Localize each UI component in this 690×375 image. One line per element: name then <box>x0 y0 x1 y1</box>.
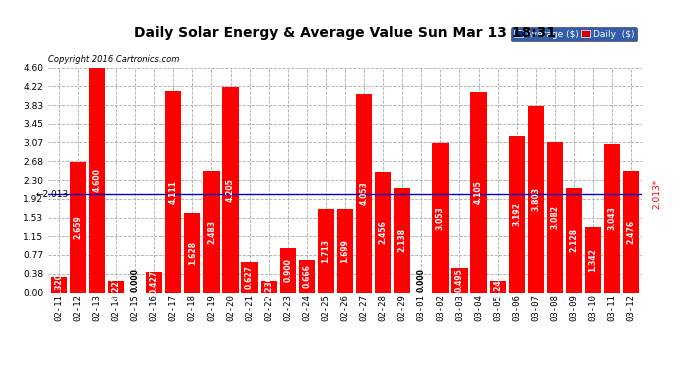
Bar <box>108 281 124 292</box>
Bar <box>204 171 219 292</box>
Text: 0.666: 0.666 <box>302 264 311 288</box>
Bar <box>184 213 201 292</box>
Text: 0.320: 0.320 <box>55 273 63 297</box>
Bar <box>528 106 544 292</box>
Bar <box>451 268 468 292</box>
Text: 1.699: 1.699 <box>340 239 350 263</box>
Text: Daily Solar Energy & Average Value Sun Mar 13 18:31: Daily Solar Energy & Average Value Sun M… <box>134 26 556 40</box>
Text: 0.900: 0.900 <box>284 258 293 282</box>
Bar <box>509 136 525 292</box>
Bar <box>50 277 67 292</box>
Text: 4.053: 4.053 <box>359 182 368 205</box>
Text: 0.227: 0.227 <box>112 275 121 299</box>
Text: 2.476: 2.476 <box>627 220 635 244</box>
Bar <box>299 260 315 292</box>
Bar <box>261 281 277 292</box>
Text: 2.659: 2.659 <box>73 216 82 239</box>
Text: 2.456: 2.456 <box>379 220 388 244</box>
Bar <box>146 272 162 292</box>
Text: 2.483: 2.483 <box>207 220 216 244</box>
Text: 2.128: 2.128 <box>569 228 578 252</box>
Bar <box>165 92 181 292</box>
Bar <box>89 68 105 292</box>
Text: 1.342: 1.342 <box>589 248 598 272</box>
Bar <box>356 94 372 292</box>
Bar <box>546 142 563 292</box>
Text: 3.082: 3.082 <box>551 205 560 229</box>
Bar <box>623 171 640 292</box>
Legend: Average ($), Daily  ($): Average ($), Daily ($) <box>511 27 637 41</box>
Text: 3.053: 3.053 <box>436 206 445 230</box>
Text: 0.427: 0.427 <box>150 270 159 294</box>
Text: 0.236: 0.236 <box>264 275 273 298</box>
Text: Copyright 2016 Cartronics.com: Copyright 2016 Cartronics.com <box>48 55 179 64</box>
Text: 0.627: 0.627 <box>245 265 254 289</box>
Bar <box>585 227 601 292</box>
Bar <box>337 209 353 292</box>
Bar <box>375 172 391 292</box>
Bar <box>489 280 506 292</box>
Text: 2.138: 2.138 <box>397 228 406 252</box>
Bar <box>222 87 239 292</box>
Text: 3.043: 3.043 <box>608 206 617 230</box>
Text: 0.000: 0.000 <box>417 268 426 291</box>
Text: 4.105: 4.105 <box>474 180 483 204</box>
Bar <box>318 209 334 292</box>
Text: 1.628: 1.628 <box>188 241 197 265</box>
Text: ←2.013: ←2.013 <box>36 189 69 198</box>
Text: 1.713: 1.713 <box>322 238 331 262</box>
Bar <box>279 249 296 292</box>
Bar <box>604 144 620 292</box>
Bar <box>394 188 411 292</box>
Bar <box>566 188 582 292</box>
Text: 4.111: 4.111 <box>169 180 178 204</box>
Text: 0.245: 0.245 <box>493 274 502 298</box>
Text: 4.205: 4.205 <box>226 178 235 201</box>
Text: 0.000: 0.000 <box>130 268 139 291</box>
Text: 3.803: 3.803 <box>531 188 540 211</box>
Text: 0.495: 0.495 <box>455 268 464 292</box>
Bar <box>70 162 86 292</box>
Text: 2.013*: 2.013* <box>652 179 661 209</box>
Text: 4.600: 4.600 <box>92 168 101 192</box>
Text: 3.192: 3.192 <box>512 202 521 226</box>
Bar <box>433 143 448 292</box>
Bar <box>241 262 257 292</box>
Bar <box>471 92 486 292</box>
